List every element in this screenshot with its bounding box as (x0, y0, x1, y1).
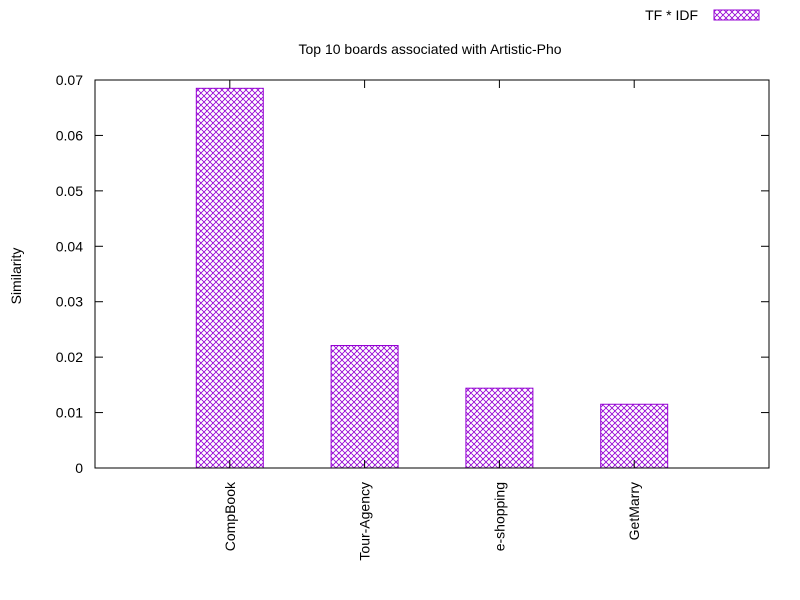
x-tick-label: Tour-Agency (357, 482, 373, 561)
chart-title: Top 10 boards associated with Artistic-P… (298, 41, 561, 57)
y-tick-label: 0.06 (56, 127, 83, 143)
y-tick-label: 0.04 (56, 238, 83, 254)
y-tick-label: 0 (75, 460, 83, 476)
bar-tour-agency (330, 345, 399, 469)
x-tick-label: e-shopping (491, 482, 507, 551)
x-axis-tick-labels: CompBook Tour-Agency e-shopping GetMarry (222, 80, 642, 561)
bar-compbook (195, 87, 264, 469)
x-tick-label: CompBook (222, 481, 238, 551)
legend-swatch (713, 9, 760, 21)
legend: TF * IDF (645, 7, 760, 23)
y-tick-label: 0.05 (56, 183, 83, 199)
y-axis-label: Similarity (8, 248, 24, 305)
y-tick-label: 0.07 (56, 72, 83, 88)
y-tick-label: 0.01 (56, 405, 83, 421)
y-tick-label: 0.03 (56, 294, 83, 310)
legend-label: TF * IDF (645, 7, 698, 23)
bar-e-shopping (465, 387, 534, 469)
plot-frame (94, 79, 770, 469)
bar-getmarry (600, 403, 669, 469)
y-axis-ticks: 0 0.01 0.02 0.03 0.04 0.05 0.06 0.07 (56, 72, 769, 476)
bars (195, 87, 669, 469)
y-tick-label: 0.02 (56, 349, 83, 365)
x-tick-label: GetMarry (626, 482, 642, 540)
